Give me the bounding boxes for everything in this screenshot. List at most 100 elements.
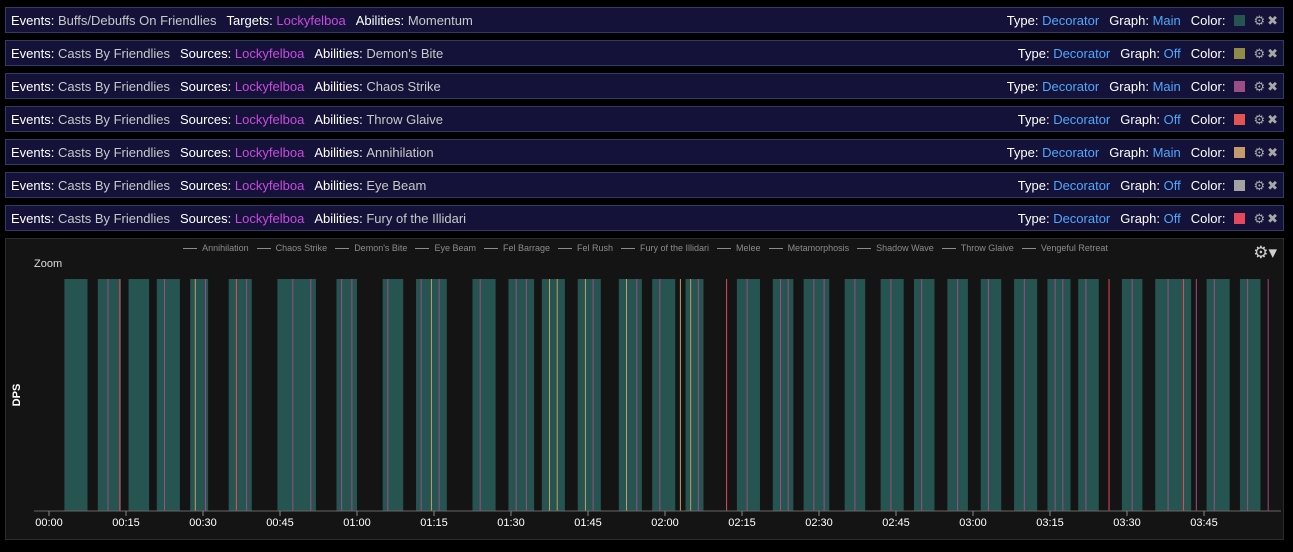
zoom-label[interactable]: Zoom bbox=[34, 258, 63, 270]
abilities-label: Abilities: bbox=[314, 111, 363, 127]
momentum-bar bbox=[190, 279, 209, 511]
who-label: Sources bbox=[179, 210, 228, 226]
type-link[interactable]: Decorator bbox=[1042, 78, 1100, 94]
type-link[interactable]: Decorator bbox=[1053, 210, 1111, 226]
momentum-bar bbox=[772, 279, 794, 511]
legend-item[interactable]: Fel Barrage bbox=[483, 243, 550, 253]
graph-link[interactable]: Off bbox=[1163, 45, 1181, 61]
graph-label: Graph: bbox=[1109, 78, 1149, 94]
color-label: Color: bbox=[1190, 45, 1226, 61]
graph-link[interactable]: Main bbox=[1152, 12, 1181, 28]
legend-swatch bbox=[558, 248, 572, 250]
legend-item[interactable]: Chaos Strike bbox=[256, 243, 327, 253]
color-swatch[interactable] bbox=[1234, 47, 1246, 59]
legend-item[interactable]: Vengeful Retreat bbox=[1021, 243, 1108, 253]
abilities-label: Abilities: bbox=[314, 177, 363, 193]
type-label: Type: bbox=[1017, 210, 1050, 226]
close-icon[interactable]: ✖ bbox=[1267, 111, 1278, 127]
color-swatch[interactable] bbox=[1234, 80, 1246, 92]
filter-row[interactable]: Events: Casts By Friendlies Sources: Lock… bbox=[5, 73, 1284, 99]
momentum-bar bbox=[1239, 279, 1261, 511]
legend-item[interactable]: Fel Rush bbox=[558, 243, 613, 253]
graph-link[interactable]: Off bbox=[1163, 177, 1181, 193]
color-swatch[interactable] bbox=[1234, 146, 1246, 158]
graph-link[interactable]: Off bbox=[1163, 210, 1181, 226]
graph-link[interactable]: Off bbox=[1163, 111, 1181, 127]
type-link[interactable]: Decorator bbox=[1042, 12, 1100, 28]
momentum-bar bbox=[508, 279, 535, 511]
momentum-bar bbox=[652, 279, 676, 511]
legend-item[interactable]: Annihilation bbox=[183, 243, 249, 253]
settings-gear-icon[interactable]: ⚙ bbox=[1253, 144, 1266, 160]
close-icon[interactable]: ✖ bbox=[1267, 144, 1278, 160]
legend-label: Fel Barrage bbox=[502, 243, 550, 253]
color-swatch[interactable] bbox=[1234, 179, 1246, 191]
ability-value: Eye Beam bbox=[366, 177, 427, 193]
x-tick-label: 00:15 bbox=[112, 517, 140, 529]
legend-swatch bbox=[857, 248, 872, 250]
close-icon[interactable]: ✖ bbox=[1267, 210, 1278, 226]
legend-item[interactable]: Melee bbox=[717, 243, 761, 253]
who-label: Targets bbox=[226, 12, 270, 28]
ability-value: Annihilation bbox=[366, 144, 434, 160]
x-tick-label: 02:15 bbox=[728, 517, 756, 529]
events-label: Events: bbox=[11, 12, 55, 28]
filter-row[interactable]: Events: Casts By Friendlies Sources: Lock… bbox=[5, 172, 1284, 198]
graph-link[interactable]: Main bbox=[1152, 78, 1181, 94]
chart-plot[interactable]: 00:00 00:15 00:30 00:45 01:00 01:15 01:30 01:45… bbox=[6, 239, 1285, 541]
close-icon[interactable]: ✖ bbox=[1267, 78, 1278, 94]
legend-swatch bbox=[415, 248, 430, 250]
type-label: Type: bbox=[1006, 12, 1039, 28]
settings-gear-icon[interactable]: ⚙ bbox=[1253, 111, 1266, 127]
momentum-bar bbox=[97, 279, 121, 511]
filter-row[interactable]: Events: Casts By Friendlies Sources: Lock… bbox=[5, 205, 1284, 231]
close-icon[interactable]: ✖ bbox=[1267, 177, 1278, 193]
legend-swatch bbox=[621, 248, 636, 250]
graph-settings-gear-icon[interactable]: ⚙▾ bbox=[1253, 243, 1277, 262]
close-icon[interactable]: ✖ bbox=[1267, 12, 1278, 28]
legend-label: Vengeful Retreat bbox=[1040, 243, 1108, 253]
settings-gear-icon[interactable]: ⚙ bbox=[1253, 12, 1266, 28]
filter-row[interactable]: Events: Casts By Friendlies Sources: Lock… bbox=[5, 40, 1284, 66]
legend-item[interactable]: Metamorphosis bbox=[768, 243, 849, 253]
legend-label: Throw Glaive bbox=[960, 243, 1014, 253]
x-tick-label: 02:30 bbox=[805, 517, 833, 529]
abilities-label: Abilities: bbox=[314, 144, 363, 160]
momentum-bar bbox=[128, 279, 150, 511]
settings-gear-icon[interactable]: ⚙ bbox=[1253, 177, 1266, 193]
legend-item[interactable]: Shadow Wave bbox=[857, 243, 934, 253]
type-link[interactable]: Decorator bbox=[1053, 177, 1111, 193]
x-tick-label: 03:00 bbox=[959, 517, 987, 529]
color-swatch[interactable] bbox=[1234, 113, 1246, 125]
ability-value: Momentum bbox=[407, 12, 473, 28]
legend-item[interactable]: Demon's Bite bbox=[335, 243, 407, 253]
filter-row[interactable]: Events: Buffs/Debuffs On Friendlies Targe… bbox=[5, 7, 1284, 33]
momentum-bar bbox=[1014, 279, 1038, 511]
settings-gear-icon[interactable]: ⚙ bbox=[1253, 45, 1266, 61]
legend-item[interactable]: Throw Glaive bbox=[941, 243, 1014, 253]
color-swatch[interactable] bbox=[1234, 212, 1246, 224]
type-label: Type: bbox=[1017, 45, 1050, 61]
legend-item[interactable]: Eye Beam bbox=[415, 243, 476, 253]
events-value: Casts By Friendlies bbox=[57, 111, 170, 127]
ability-value: Fury of the Illidari bbox=[366, 210, 467, 226]
filter-row[interactable]: Events: Casts By Friendlies Sources: Lock… bbox=[5, 139, 1284, 165]
filter-row[interactable]: Events: Casts By Friendlies Sources: Lock… bbox=[5, 106, 1284, 132]
color-swatch[interactable] bbox=[1234, 14, 1246, 26]
events-value: Buffs/Debuffs On Friendlies bbox=[57, 12, 217, 28]
type-label: Type: bbox=[1006, 78, 1039, 94]
color-label: Color: bbox=[1190, 12, 1226, 28]
color-label: Color: bbox=[1190, 177, 1226, 193]
type-link[interactable]: Decorator bbox=[1042, 144, 1100, 160]
legend-swatch bbox=[335, 248, 350, 250]
legend-item[interactable]: Fury of the Illidari bbox=[621, 243, 709, 253]
settings-gear-icon[interactable]: ⚙ bbox=[1253, 210, 1266, 226]
type-link[interactable]: Decorator bbox=[1053, 111, 1111, 127]
x-tick-label: 01:45 bbox=[574, 517, 602, 529]
graph-link[interactable]: Main bbox=[1152, 144, 1181, 160]
settings-gear-icon[interactable]: ⚙ bbox=[1253, 78, 1266, 94]
type-link[interactable]: Decorator bbox=[1053, 45, 1111, 61]
type-label: Type: bbox=[1006, 144, 1039, 160]
close-icon[interactable]: ✖ bbox=[1267, 45, 1278, 61]
legend-swatch bbox=[183, 248, 198, 250]
